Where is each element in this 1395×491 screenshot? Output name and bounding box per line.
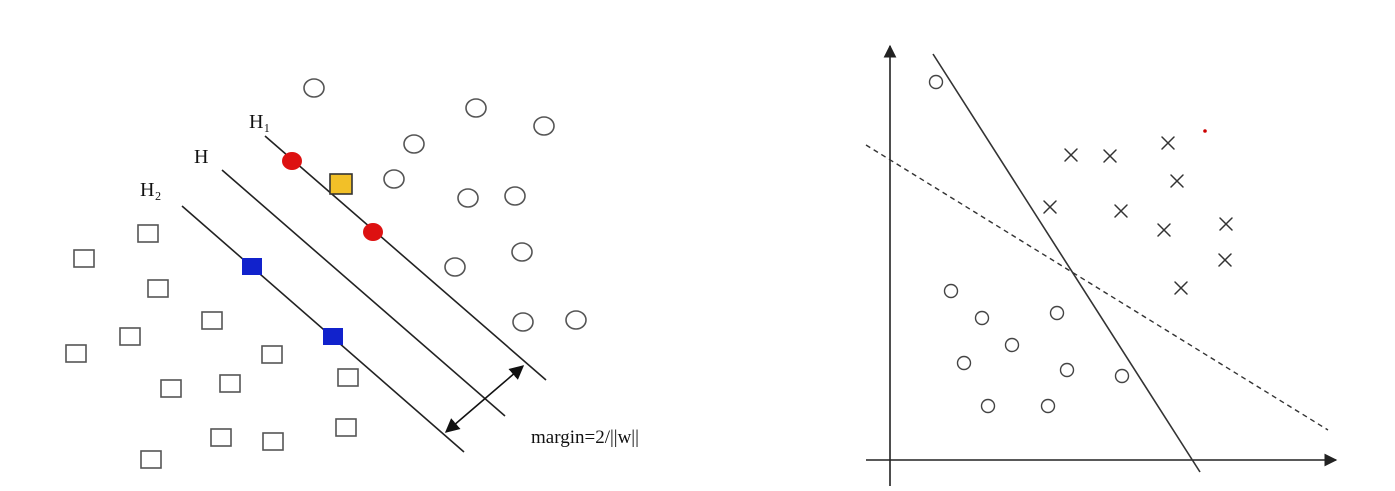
dashed-separator-line: [865, 144, 1329, 431]
solid-separator-line: [932, 53, 1201, 473]
square-point: [140, 450, 162, 469]
circle-point: [403, 134, 425, 154]
circle-point: [383, 169, 405, 189]
circle-point: [444, 257, 466, 277]
circle-point: [303, 78, 325, 98]
square-point: [262, 432, 284, 451]
circle-point: [928, 74, 944, 90]
support-vector-square-blue: [323, 328, 343, 345]
cross-point: [1043, 200, 1057, 214]
stray-red-dot: [1203, 129, 1207, 133]
square-point: [261, 345, 283, 364]
circle-point: [465, 98, 487, 118]
circle-point: [457, 188, 479, 208]
label-h: H: [194, 146, 208, 168]
square-point: [65, 344, 87, 363]
cross-point: [1218, 253, 1232, 267]
circle-point: [1040, 398, 1056, 414]
circle-point: [512, 312, 534, 332]
square-point: [160, 379, 182, 398]
circle-point: [1059, 362, 1075, 378]
cross-point: [1157, 223, 1171, 237]
circle-class-points: [928, 74, 1130, 414]
circle-point: [1004, 337, 1020, 353]
hyperplane-h1-line: [264, 135, 547, 381]
square-point: [219, 374, 241, 393]
cross-point: [1161, 136, 1175, 150]
negative-class-squares: [65, 224, 359, 469]
cross-point: [1064, 148, 1078, 162]
square-point: [137, 224, 159, 243]
label-h2: H₂: [140, 179, 161, 201]
square-point: [201, 311, 223, 330]
support-vector-circle: [363, 223, 383, 241]
circle-point: [533, 116, 555, 136]
circle-point: [1114, 368, 1130, 384]
square-point: [147, 279, 169, 298]
margin-diagram: H₁ H H₂ margin=2/||w||: [65, 78, 639, 469]
square-point: [73, 249, 95, 268]
margin-label: margin=2/||w||: [531, 427, 639, 448]
cross-point: [1219, 217, 1233, 231]
positive-class-circles: [303, 78, 587, 332]
circle-point: [956, 355, 972, 371]
cross-point: [1174, 281, 1188, 295]
cross-point: [1103, 149, 1117, 163]
label-h1: H₁: [249, 111, 270, 133]
support-vector-square-blue: [242, 258, 262, 275]
circle-point: [943, 283, 959, 299]
hyperplane-h-line: [221, 169, 506, 417]
circle-point: [511, 242, 533, 262]
circle-point: [565, 310, 587, 330]
circle-point: [974, 310, 990, 326]
square-point: [337, 368, 359, 387]
circle-point: [980, 398, 996, 414]
margin-arrow: [444, 365, 525, 433]
separator-comparison-diagram: [865, 44, 1338, 486]
support-vector-circle: [282, 152, 302, 170]
circle-point: [504, 186, 526, 206]
circle-point: [1049, 305, 1065, 321]
square-point: [210, 428, 232, 447]
cross-class-points: [1043, 136, 1233, 295]
cross-point: [1114, 204, 1128, 218]
cross-point: [1170, 174, 1184, 188]
support-vector-square-yellow: [329, 173, 353, 195]
square-point: [119, 327, 141, 346]
square-point: [335, 418, 357, 437]
